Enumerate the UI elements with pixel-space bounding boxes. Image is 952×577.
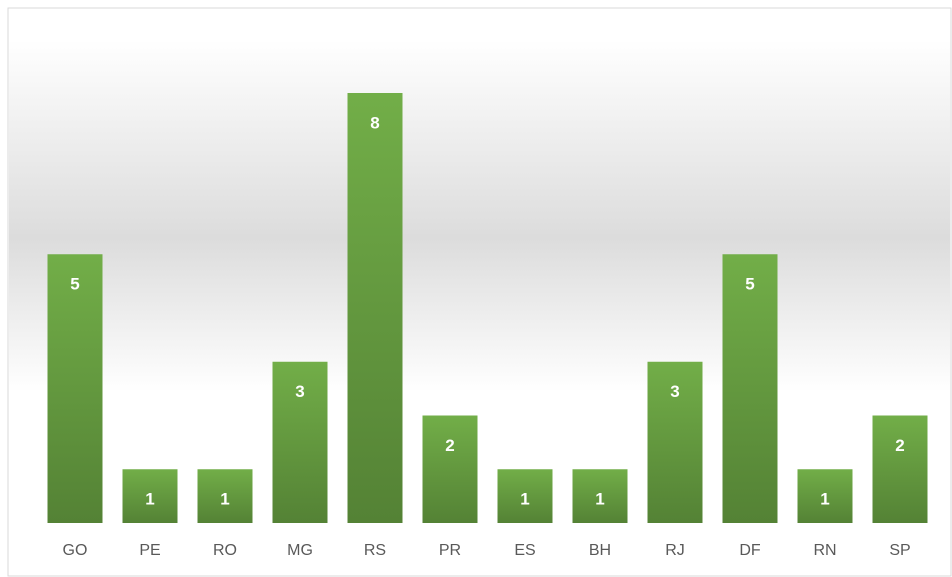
- x-tick-label: RN: [813, 542, 836, 559]
- x-tick-label: MG: [287, 542, 313, 559]
- x-tick-label: PE: [139, 542, 160, 559]
- data-label: 2: [895, 436, 904, 455]
- x-tick-label: PR: [439, 542, 461, 559]
- x-tick-label: DF: [739, 542, 761, 559]
- data-label: 1: [220, 490, 229, 509]
- bar: [422, 415, 478, 523]
- bar: [197, 469, 253, 523]
- x-tick-label: RO: [213, 542, 237, 559]
- x-tick-label: GO: [63, 542, 88, 559]
- bar: [497, 469, 553, 523]
- x-tick-label: RJ: [665, 542, 685, 559]
- plot-background: [9, 40, 950, 480]
- bar: [122, 469, 178, 523]
- data-label: 1: [520, 490, 529, 509]
- data-label: 1: [595, 490, 604, 509]
- data-label: 3: [295, 382, 304, 401]
- bar: [347, 93, 403, 523]
- data-label: 8: [370, 113, 379, 132]
- data-label: 1: [820, 490, 829, 509]
- bar: [572, 469, 628, 523]
- data-label: 3: [670, 382, 679, 401]
- x-tick-label: SP: [889, 542, 910, 559]
- data-label: 5: [745, 275, 754, 294]
- bar: [722, 254, 778, 523]
- bar: [647, 361, 703, 523]
- bar: [272, 361, 328, 523]
- x-tick-label: BH: [589, 542, 611, 559]
- data-label: 2: [445, 436, 454, 455]
- data-label: 5: [70, 275, 79, 294]
- bar: [47, 254, 103, 523]
- data-label: 1: [145, 490, 154, 509]
- x-tick-label: ES: [514, 542, 535, 559]
- bar: [797, 469, 853, 523]
- bar: [872, 415, 928, 523]
- x-tick-label: RS: [364, 542, 386, 559]
